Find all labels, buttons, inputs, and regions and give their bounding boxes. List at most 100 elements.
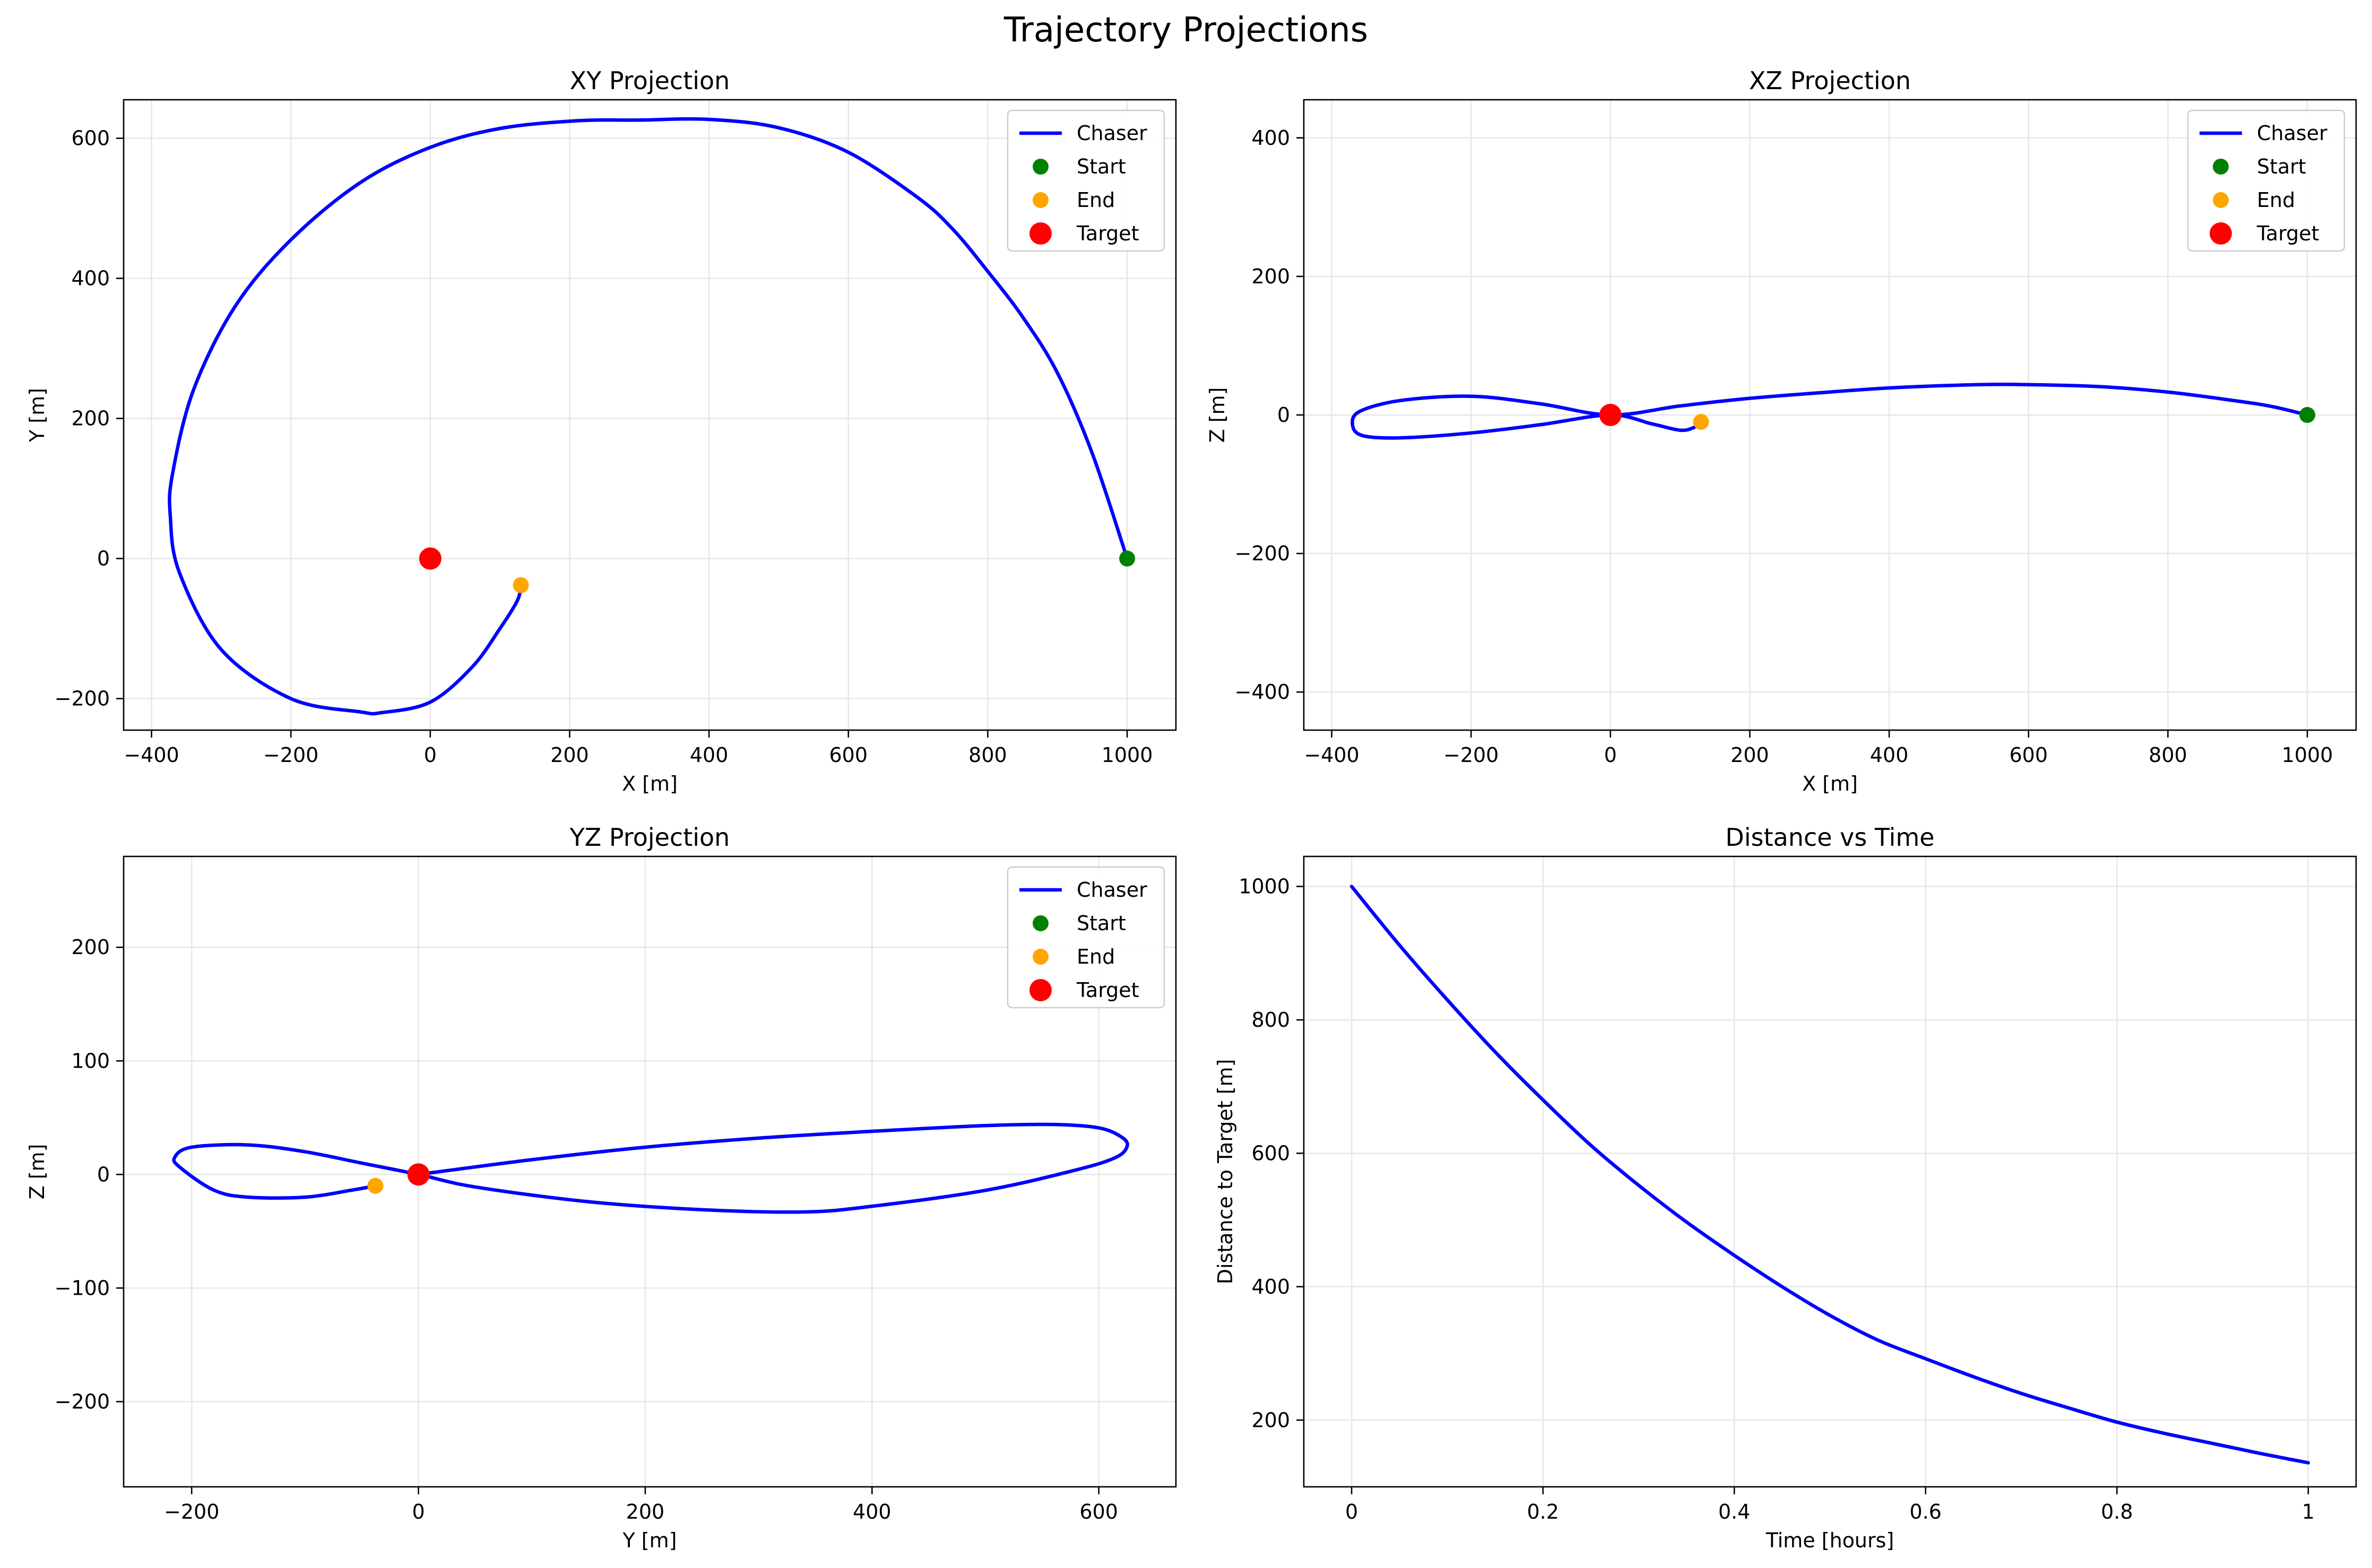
- y-tick-label: 200: [1251, 1408, 1290, 1432]
- legend-label-chaser: Chaser: [2257, 122, 2327, 145]
- x-tick-label: 600: [1079, 1500, 1118, 1523]
- y-tick-label: 200: [1251, 265, 1290, 288]
- axes-frame: [123, 99, 1177, 731]
- legend: Chaser Start End Target: [1007, 866, 1165, 1009]
- marker-start: [1119, 550, 1136, 567]
- marker-target: [419, 547, 441, 570]
- x-tick-label: 200: [550, 743, 589, 767]
- x-tick-label: 600: [2010, 743, 2048, 767]
- axes-frame: [1303, 855, 2357, 1488]
- figure-title: Trajectory Projections: [1003, 11, 1368, 50]
- x-tick-label: 800: [968, 743, 1007, 767]
- x-tick-label: 0: [1345, 1500, 1358, 1523]
- legend-box: [2187, 109, 2345, 252]
- x-tick-label: −400: [124, 743, 179, 767]
- legend-label-target: Target: [1076, 222, 1139, 245]
- series-line-chaser: [1351, 383, 2309, 440]
- x-axis-label: Y [m]: [622, 1529, 677, 1552]
- marker-end: [513, 577, 529, 593]
- plot-area: [1351, 383, 2316, 440]
- legend-label-end: End: [2257, 188, 2295, 212]
- y-tick-label: 800: [1251, 1008, 1290, 1032]
- marker-end: [367, 1177, 384, 1194]
- x-tick-label: 400: [690, 743, 729, 767]
- y-tick-label: 200: [71, 407, 110, 430]
- x-tick-label: −400: [1304, 743, 1359, 767]
- y-tick-label: −200: [1235, 542, 1290, 565]
- x-tick-label: 200: [1730, 743, 1769, 767]
- subplot-title: XZ Projection: [1749, 66, 1911, 95]
- legend-swatch-target: [1029, 222, 1052, 245]
- y-tick-label: 400: [1251, 126, 1290, 150]
- x-tick-label: 400: [853, 1500, 891, 1523]
- legend: Chaser Start End Target: [2187, 109, 2345, 252]
- legend-box: [1007, 866, 1165, 1009]
- x-tick-label: 1: [2302, 1500, 2315, 1523]
- marker-target: [407, 1163, 430, 1186]
- y-tick-label: 0: [97, 547, 110, 570]
- subplot-dist: 0 0.2 0.4 0.6 0.8 1 200 400 600 800 1000 Distance v…: [1214, 823, 2357, 1552]
- y-tick-label: 600: [71, 127, 110, 150]
- y-tick-label: −100: [55, 1276, 110, 1300]
- x-tick-label: 0.8: [2101, 1500, 2133, 1523]
- legend-label-start: Start: [1077, 912, 1126, 935]
- y-tick-label: 0: [97, 1163, 110, 1186]
- plot-area: [168, 117, 1136, 716]
- marker-target: [1599, 404, 1622, 426]
- x-tick-label: −200: [1443, 743, 1499, 767]
- legend-swatch-end: [1033, 949, 1049, 965]
- legend-swatch-target: [2210, 222, 2232, 245]
- legend-swatch-end: [1033, 192, 1049, 208]
- legend: Chaser Start End Target: [1007, 109, 1165, 252]
- legend-swatch-start: [1033, 159, 1049, 175]
- series-line-distance: [1349, 885, 2310, 1465]
- x-tick-label: 0.2: [1527, 1500, 1559, 1523]
- x-tick-label: 1000: [2282, 743, 2333, 767]
- legend-label-start: Start: [2257, 155, 2306, 178]
- subplot-title: XY Projection: [570, 66, 730, 95]
- legend-label-end: End: [1077, 188, 1115, 212]
- subplot-xz: −400 −200 0 200 400 600 800 1000 −400 −200 0 200 400…: [1206, 66, 2357, 795]
- y-tick-label: −400: [1235, 680, 1290, 704]
- y-axis-label: Y [m]: [25, 388, 49, 443]
- x-axis-label: X [m]: [1802, 772, 1858, 795]
- plot-area: [1349, 885, 2310, 1465]
- y-tick-label: 100: [71, 1049, 110, 1072]
- legend-label-start: Start: [1077, 155, 1126, 178]
- legend-label-end: End: [1077, 945, 1115, 968]
- charts: −400 −200 0 200 400 600 800 1000−2000200400600X…: [25, 66, 2357, 1552]
- subplot-title: YZ Projection: [569, 823, 730, 852]
- y-axis-label: Distance to Target [m]: [1214, 1059, 1237, 1285]
- x-tick-label: 600: [829, 743, 868, 767]
- plot-area: [172, 1122, 1129, 1214]
- x-tick-label: 800: [2149, 743, 2187, 767]
- x-tick-label: 400: [1870, 743, 1909, 767]
- x-tick-label: 200: [626, 1500, 665, 1523]
- legend-swatch-end: [2213, 192, 2229, 208]
- y-tick-label: 400: [1251, 1275, 1290, 1298]
- y-tick-label: 400: [71, 267, 110, 290]
- subplot-title: Distance vs Time: [1725, 823, 1934, 852]
- y-axis-label: Z [m]: [25, 1144, 49, 1200]
- marker-start: [2299, 407, 2316, 423]
- x-tick-label: −200: [263, 743, 318, 767]
- legend-label-target: Target: [2256, 222, 2319, 245]
- y-tick-label: 1000: [1239, 875, 1290, 898]
- y-axis-label: Z [m]: [1206, 387, 1229, 443]
- series-line-chaser: [168, 117, 1129, 716]
- legend-label-chaser: Chaser: [1077, 122, 1147, 145]
- x-tick-label: 0: [1604, 743, 1617, 767]
- x-axis-label: X [m]: [622, 772, 678, 795]
- series-line-chaser: [172, 1122, 1129, 1214]
- legend-swatch-target: [1029, 979, 1052, 1001]
- legend-box: [1007, 109, 1165, 252]
- subplot-xy: −400 −200 0 200 400 600 800 1000 −200 0 200 400 600 X…: [25, 66, 1177, 795]
- legend-label-target: Target: [1076, 978, 1139, 1002]
- x-tick-label: −200: [164, 1500, 219, 1523]
- legend-swatch-start: [1033, 915, 1049, 931]
- axes-frame: [123, 855, 1177, 1488]
- y-tick-label: −200: [55, 1390, 110, 1413]
- x-tick-label: 0: [424, 743, 437, 767]
- x-axis-label: Time [hours]: [1765, 1529, 1894, 1552]
